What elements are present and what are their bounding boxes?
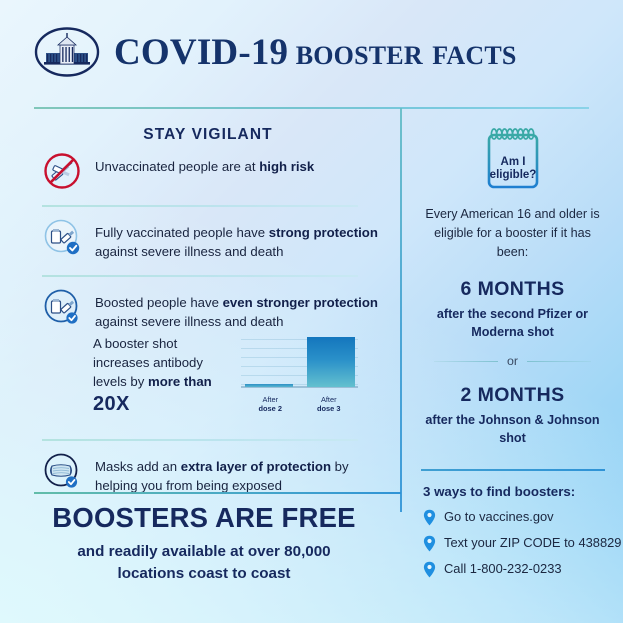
fact-2-after: against severe illness and death xyxy=(95,314,284,330)
section-heading-stay-vigilant: STAY VIGILANT xyxy=(143,126,273,143)
banner-subline2: locations coast to coast xyxy=(117,564,291,582)
notepad-text-line1: Am I xyxy=(500,156,525,168)
title-covid: COVID-19 xyxy=(114,31,289,73)
or-label: or xyxy=(506,354,519,369)
chart-gridlines xyxy=(241,338,358,387)
fact-1-bold: strong protection xyxy=(268,225,378,240)
antibody-chart-block: A booster shot increases antibody levels… xyxy=(0,332,400,417)
or-line-left xyxy=(434,360,498,363)
antibody-line2: increases antibody xyxy=(93,355,203,371)
option-b-duration: 2 MONTHS xyxy=(460,384,565,407)
way-text-vaccines-gov: Go to vaccines.gov xyxy=(444,509,554,524)
chart-baseline xyxy=(241,385,358,388)
row-separator xyxy=(42,275,358,278)
booster-check-icon xyxy=(42,287,82,327)
antibody-multiplier: 20X xyxy=(93,393,130,416)
fact-2-bold: even stronger protection xyxy=(222,295,378,311)
or-line-right xyxy=(527,360,591,363)
map-pin-icon xyxy=(423,535,436,552)
fact-3-after: by helping you from being exposed xyxy=(95,459,349,494)
chart-label-dose-3: After dose 3 xyxy=(300,395,359,414)
antibody-line3-bold: more than xyxy=(147,374,212,390)
way-text-text-zip: Text your ZIP CODE to 438829 xyxy=(444,535,622,550)
fact-text-masks: Masks add an extra layer of protection b… xyxy=(95,454,382,495)
way-text-call: Call 1-800-232-0233 xyxy=(444,561,562,576)
fact-3-before: Masks add an xyxy=(95,459,181,475)
notepad-text-line2: eligible? xyxy=(489,169,536,181)
way-item-call[interactable]: Call 1-800-232-0233 xyxy=(423,560,623,578)
antibody-bar-chart: After dose 2 After dose 3 xyxy=(241,336,358,413)
fact-0-before: Unvaccinated people are at xyxy=(95,159,260,174)
fact-row-unvaccinated: Unvaccinated people are at high risk xyxy=(0,151,400,191)
way-item-text-zip[interactable]: Text your ZIP CODE to 438829 xyxy=(423,534,623,552)
option-b-detail: after the Johnson & Johnson shot xyxy=(425,413,600,446)
find-boosters-section: 3 ways to find boosters: Go to vaccines.… xyxy=(423,484,623,586)
notepad-icon: Am I eligible? xyxy=(479,126,547,192)
mask-check-icon xyxy=(42,451,82,491)
antibody-line3-before: levels by xyxy=(93,374,148,390)
banner-divider xyxy=(34,492,401,494)
fact-text-boosted: Boosted people have even stronger protec… xyxy=(95,290,382,331)
banner-headline: BOOSTERS ARE FREE xyxy=(52,502,356,533)
bar-after-dose-2 xyxy=(245,383,293,387)
ways-divider xyxy=(421,469,605,471)
chart-label-dose-2: After dose 2 xyxy=(241,395,300,414)
title-facts: Facts xyxy=(432,31,517,73)
fact-text-fully-vaccinated: Fully vaccinated people have strong prot… xyxy=(95,220,382,261)
map-pin-icon xyxy=(423,509,436,526)
left-column: STAY VIGILANT Unvacc xyxy=(0,112,400,496)
fact-row-masks: Masks add an extra layer of protection b… xyxy=(0,451,400,495)
banner-subline: and readily available at over 80,000 loca… xyxy=(4,541,404,584)
chart-bars xyxy=(241,336,358,387)
fact-row-fully-vaccinated: Fully vaccinated people have strong prot… xyxy=(0,217,400,261)
right-column: Am I eligible? Every American 16 and old… xyxy=(402,112,623,578)
way-item-vaccines-gov[interactable]: Go to vaccines.gov xyxy=(423,508,623,526)
antibody-copy: A booster shot increases antibody levels… xyxy=(93,334,227,417)
row-separator xyxy=(42,205,358,207)
poster-header: COVID-19 Booster Facts xyxy=(0,0,623,78)
bar-after-dose-3 xyxy=(307,336,355,387)
label-dose3-line2: dose 3 xyxy=(317,404,341,414)
label-dose2-line2: dose 2 xyxy=(258,404,282,414)
fact-3-bold: extra layer of protection xyxy=(180,459,331,475)
fact-0-bold: high risk xyxy=(259,159,315,174)
column-divider xyxy=(400,108,402,512)
chart-x-labels: After dose 2 After dose 3 xyxy=(241,395,358,414)
page-title: COVID-19 Booster Facts xyxy=(114,31,517,74)
row-separator xyxy=(42,439,358,442)
fact-1-before: Fully vaccinated people have xyxy=(95,225,269,240)
fact-2-before: Boosted people have xyxy=(95,295,223,311)
fact-1-after: against severe illness and death xyxy=(95,243,284,259)
header-divider xyxy=(34,107,589,109)
antibody-line1: A booster shot xyxy=(93,335,178,351)
no-syringe-icon xyxy=(42,151,82,191)
fact-row-boosted: Boosted people have even stronger protec… xyxy=(0,290,400,331)
label-dose3-line1: After xyxy=(320,395,337,404)
map-pin-icon xyxy=(423,561,436,578)
banner-subline1: and readily available at over 80,000 xyxy=(77,543,331,560)
vaccine-check-icon xyxy=(42,217,82,257)
label-dose2-line1: After xyxy=(262,395,279,404)
title-booster: Booster xyxy=(295,31,423,73)
ways-heading: 3 ways to find boosters: xyxy=(423,484,576,499)
option-a-duration: 6 MONTHS xyxy=(460,277,565,300)
fact-text-unvaccinated: Unvaccinated people are at high risk xyxy=(95,154,314,177)
option-a-detail: after the second Pfizer or Moderna shot xyxy=(436,306,589,339)
or-divider: or xyxy=(434,354,591,368)
boosters-free-banner: BOOSTERS ARE FREE and readily available … xyxy=(0,502,404,584)
white-house-seal-icon xyxy=(34,26,100,78)
eligibility-intro: Every American 16 and older is eligible … xyxy=(425,207,600,259)
